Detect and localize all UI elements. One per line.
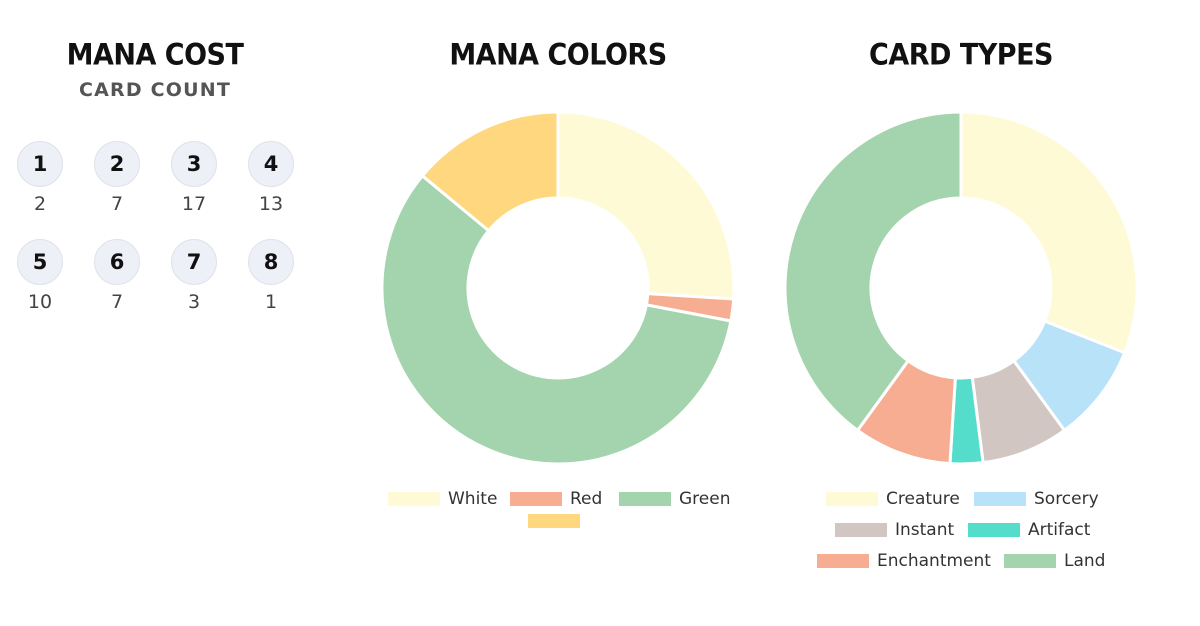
card-types-title: CARD TYPES [869, 38, 1053, 73]
mana-cost-value: 7 [171, 239, 217, 285]
legend-swatch [835, 523, 887, 537]
mana-colors-title: MANA COLORS [449, 38, 667, 73]
card-types-slice-land[interactable] [783, 110, 963, 433]
mana-colors-slice-green[interactable] [380, 173, 733, 466]
legend-label: Red [570, 489, 603, 509]
card-types-legend-item[interactable]: Sorcery [974, 489, 1099, 509]
card-types-legend-item[interactable]: Creature [826, 489, 960, 509]
legend-label: White [448, 489, 498, 509]
mana-cost-count: 17 [181, 193, 207, 215]
legend-label: Land [1064, 551, 1106, 571]
mana-cost-count: 10 [27, 291, 53, 313]
legend-label: Creature [886, 489, 960, 509]
mana-cost-value: 6 [94, 239, 140, 285]
legend-swatch [619, 492, 671, 506]
mana-cost-count: 2 [33, 193, 47, 215]
mana-cost-value: 5 [17, 239, 63, 285]
legend-swatch [974, 492, 1026, 506]
card-types-legend-item[interactable]: Land [1004, 551, 1105, 571]
mana-cost-value: 3 [171, 141, 217, 187]
mana-cost-value: 1 [17, 141, 63, 187]
card-types-legend-item[interactable]: Enchantment [817, 551, 991, 571]
mana-cost-count: 7 [110, 291, 124, 313]
card-types-legend-item[interactable]: Artifact [968, 520, 1090, 540]
legend-swatch [510, 492, 562, 506]
legend-swatch [388, 492, 440, 506]
mana-cost-item-4: 4 13 [237, 141, 305, 215]
legend-label: Artifact [1028, 520, 1091, 540]
mana-colors-slice-unlabeled[interactable] [420, 110, 560, 233]
legend-swatch [968, 523, 1020, 537]
mana-colors-slice-white[interactable] [556, 110, 736, 301]
card-types-legend-item[interactable]: Instant [835, 520, 954, 540]
legend-swatch [826, 492, 878, 506]
mana-cost-title: MANA COST [66, 38, 244, 73]
legend-label: Instant [895, 520, 955, 540]
mana-colors-legend-item[interactable]: White [388, 489, 497, 509]
mana-cost-count: 7 [110, 193, 124, 215]
mana-colors-legend-item[interactable]: Red [510, 489, 602, 509]
card-types-slice-creature[interactable] [959, 110, 1139, 355]
mana-cost-count: 1 [264, 291, 278, 313]
mana-cost-value: 8 [248, 239, 294, 285]
mana-cost-value: 2 [94, 141, 140, 187]
legend-label: Green [679, 489, 731, 509]
mana-colors-legend-item[interactable]: Green [619, 489, 730, 509]
mana-colors-legend-item[interactable] [528, 514, 588, 528]
legend-swatch [817, 554, 869, 568]
mana-cost-count: 13 [258, 193, 284, 215]
legend-swatch [528, 514, 580, 528]
card-count-subtitle: CARD COUNT [78, 79, 232, 101]
legend-label: Enchantment [877, 551, 991, 571]
mana-cost-item-3: 3 17 [160, 141, 228, 215]
legend-swatch [1004, 554, 1056, 568]
legend-label: Sorcery [1034, 489, 1099, 509]
mana-cost-item-5: 5 10 [6, 239, 74, 313]
mana-cost-count: 3 [187, 291, 201, 313]
mana-cost-value: 4 [248, 141, 294, 187]
